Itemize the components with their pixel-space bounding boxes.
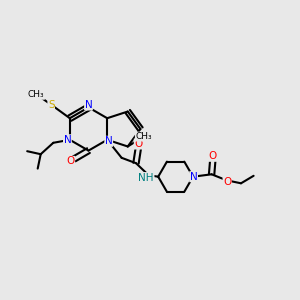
Text: O: O — [134, 139, 142, 149]
Text: N: N — [105, 136, 112, 146]
Text: O: O — [66, 156, 75, 167]
Text: O: O — [223, 177, 231, 187]
Text: N: N — [64, 135, 71, 145]
Text: NH: NH — [139, 172, 154, 183]
Text: CH₃: CH₃ — [28, 90, 44, 99]
Text: CH₃: CH₃ — [135, 132, 152, 141]
Text: S: S — [48, 100, 55, 110]
Text: O: O — [209, 151, 217, 161]
Text: N: N — [190, 172, 197, 182]
Text: N: N — [85, 100, 92, 110]
